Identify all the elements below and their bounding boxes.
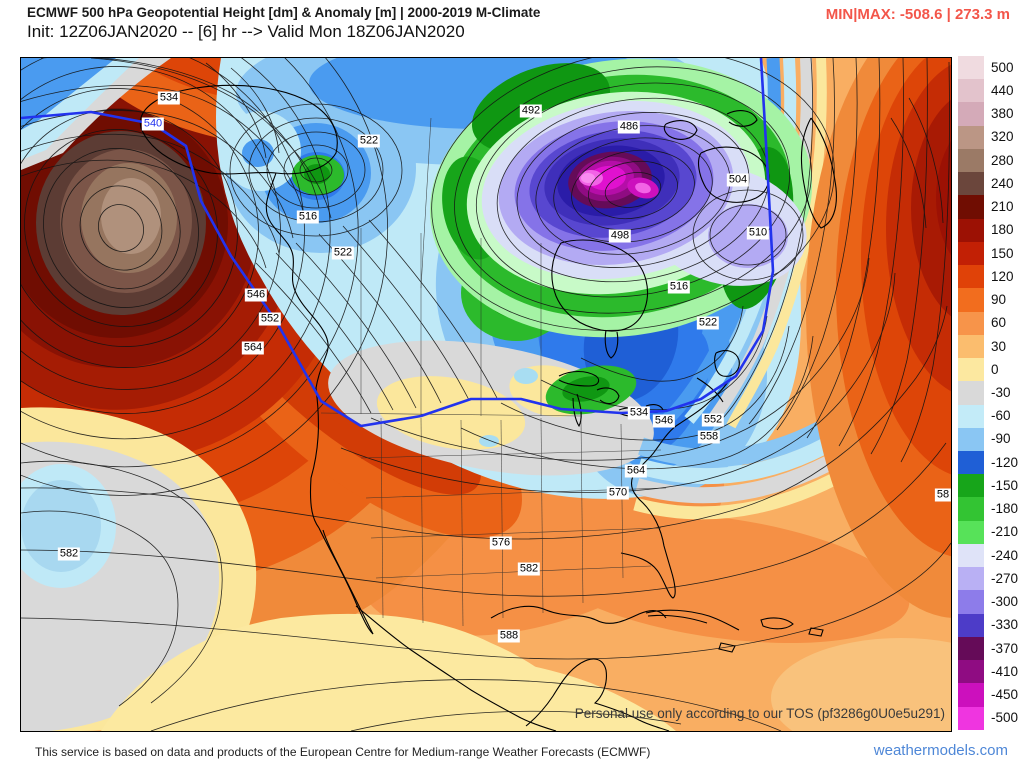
colorbar-tick-label: 30	[991, 338, 1007, 354]
colorbar-cell	[958, 706, 984, 730]
colorbar-cell	[958, 427, 984, 451]
colorbar-cell	[958, 125, 984, 149]
colorbar-cell	[958, 520, 984, 544]
colorbar-tick-label: -270	[991, 570, 1019, 586]
chart-title: ECMWF 500 hPa Geopotential Height [dm] &…	[27, 5, 541, 20]
colorbar-tick-label: -240	[991, 547, 1019, 563]
colorbar-cell	[958, 590, 984, 614]
colorbar-cell	[958, 474, 984, 498]
colorbar-cell	[958, 311, 984, 335]
colorbar-cell	[958, 195, 984, 219]
colorbar-cell	[958, 218, 984, 242]
attribution-text: This service is based on data and produc…	[35, 745, 651, 759]
colorbar-tick-label: 280	[991, 152, 1014, 168]
colorbar-cell	[958, 265, 984, 289]
colorbar-cell	[958, 56, 984, 80]
map-panel: 534 540 522 516 522 546 552 564 492 486 504 510 498 5…	[20, 57, 952, 732]
colorbar-tick-label: -120	[991, 454, 1019, 470]
colorbar-tick-label: -410	[991, 663, 1019, 679]
colorbar-cell	[958, 241, 984, 266]
colorbar-tick-label: 320	[991, 129, 1014, 145]
colorbar-cell	[958, 613, 984, 637]
colorbar-tick-label: -300	[991, 594, 1019, 610]
colorbar-tick-label: -500	[991, 710, 1019, 726]
colorbar-cell	[958, 683, 984, 707]
colorbar-tick-label: 440	[991, 82, 1014, 98]
colorbar-cell	[958, 567, 984, 591]
colorbar: 500 440 380 320 280 240 210 180 150 120 90 60 30 0 -30…	[958, 56, 1024, 730]
colorbar-labels: 500 440 380 320 280 240 210 180 150 120 90 60 30 0 -30…	[991, 56, 1024, 730]
colorbar-tick-label: -150	[991, 477, 1019, 493]
colorbar-tick-label: 210	[991, 199, 1014, 215]
colorbar-cell	[958, 543, 984, 568]
colorbar-cell	[958, 636, 984, 661]
colorbar-tick-label: -180	[991, 501, 1019, 517]
colorbar-tick-label: -450	[991, 687, 1019, 703]
header: ECMWF 500 hPa Geopotential Height [dm] &…	[27, 5, 540, 42]
colorbar-cell	[958, 497, 984, 521]
colorbar-tick-label: -90	[991, 431, 1011, 447]
colorbar-cells	[958, 56, 984, 730]
colorbar-cell	[958, 660, 984, 684]
colorbar-tick-label: 380	[991, 106, 1014, 122]
colorbar-cell	[958, 450, 984, 475]
minmax-readout: MIN|MAX: -508.6 | 273.3 m	[825, 6, 1010, 23]
colorbar-tick-label: 240	[991, 175, 1014, 191]
colorbar-cell	[958, 172, 984, 196]
colorbar-tick-label: -210	[991, 524, 1019, 540]
colorbar-cell	[958, 404, 984, 428]
anomaly-map-svg	[21, 58, 951, 731]
colorbar-tick-label: 0	[991, 361, 999, 377]
chart-init-valid: Init: 12Z06JAN2020 -- [6] hr --> Valid M…	[27, 22, 465, 41]
colorbar-tick-label: -330	[991, 617, 1019, 633]
colorbar-cell	[958, 381, 984, 405]
colorbar-tick-label: 500	[991, 59, 1014, 75]
540dm-line	[21, 58, 775, 428]
colorbar-tick-label: -30	[991, 385, 1011, 400]
tos-watermark: Personal use only according to our TOS (…	[574, 706, 945, 721]
colorbar-cell	[958, 288, 984, 312]
colorbar-tick-label: -60	[991, 408, 1011, 424]
colorbar-cell	[958, 102, 984, 126]
coastlines	[139, 84, 837, 731]
colorbar-tick-label: 60	[991, 315, 1007, 331]
colorbar-cell	[958, 334, 984, 359]
colorbar-cell	[958, 358, 984, 382]
colorbar-tick-label: 180	[991, 222, 1014, 238]
colorbar-tick-label: 90	[991, 292, 1007, 308]
colorbar-tick-label: -370	[991, 640, 1019, 656]
brand-link[interactable]: weathermodels.com	[873, 742, 1008, 759]
colorbar-tick-label: 120	[991, 268, 1014, 284]
colorbar-tick-label: 150	[991, 245, 1014, 261]
colorbar-cell	[958, 79, 984, 103]
colorbar-cell	[958, 148, 984, 173]
